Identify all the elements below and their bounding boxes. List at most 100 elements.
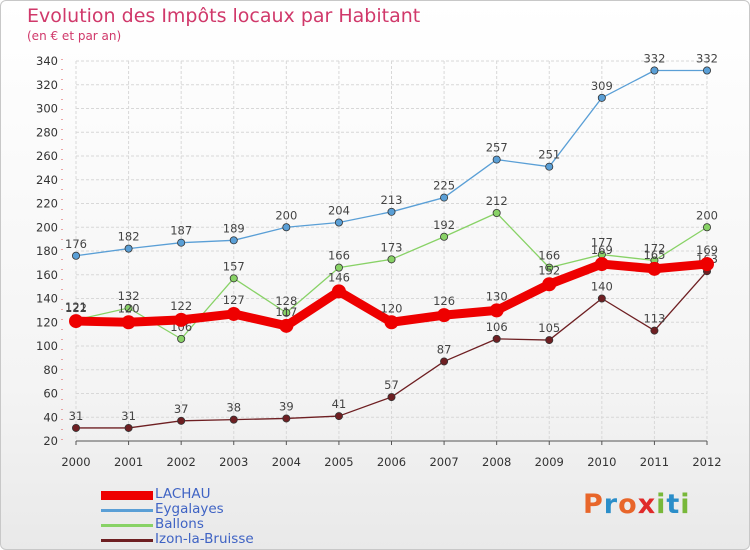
data-point-eygalayes	[177, 238, 186, 247]
data-point-izon-la-bruisse	[282, 414, 291, 423]
data-point-lachau	[121, 315, 136, 330]
x-tick-label-2006: 2006	[377, 455, 406, 469]
data-label-ballons: 132	[118, 289, 140, 303]
y-tick-label: 100	[36, 339, 58, 353]
x-tick-label-2009: 2009	[535, 455, 564, 469]
x-tick-label-2008: 2008	[482, 455, 511, 469]
legend-swatch-lachau	[101, 491, 153, 500]
x-tick-label-2003: 2003	[219, 455, 248, 469]
gridlines	[75, 60, 708, 442]
data-point-izon-la-bruisse	[124, 423, 133, 432]
series-izon-la-bruisse: 3131373839415787106105140113163	[69, 252, 718, 432]
data-label-lachau: 117	[275, 305, 297, 319]
data-label-lachau: 130	[486, 289, 508, 303]
data-point-eygalayes	[124, 244, 133, 253]
data-point-izon-la-bruisse	[177, 416, 186, 425]
x-tick-label-2002: 2002	[167, 455, 196, 469]
data-point-lachau	[174, 312, 189, 327]
data-point-lachau	[594, 257, 609, 272]
logo-letter: o	[618, 489, 638, 520]
data-label-ballons: 122	[65, 301, 87, 315]
legend-item-izon-la-bruisse: Izon-la-Bruisse	[101, 531, 301, 548]
series-lachau: 121 120 122 127 117 146 120 126 130 152 169 165 169	[65, 243, 718, 333]
data-point-lachau	[437, 308, 452, 323]
data-label-eygalayes: 251	[538, 148, 560, 162]
data-point-ballons	[229, 274, 238, 283]
logo-letter: x	[637, 489, 657, 520]
data-label-lachau: 120	[381, 301, 403, 315]
data-point-lachau	[226, 306, 241, 321]
data-point-lachau	[489, 303, 504, 318]
data-label-izon-la-bruisse: 113	[643, 312, 665, 326]
data-label-ballons: 128	[275, 294, 297, 308]
data-point-eygalayes	[440, 193, 449, 202]
legend: LACHAU Eygalayes Ballons Izon-la-Bruisse	[101, 487, 301, 548]
data-point-eygalayes	[703, 66, 712, 75]
data-label-ballons: 166	[328, 249, 350, 263]
data-point-lachau	[700, 257, 714, 272]
data-label-lachau: 169	[696, 243, 718, 257]
legend-label-eygalayes: Eygalayes	[155, 501, 224, 517]
data-label-eygalayes: 200	[275, 208, 297, 222]
data-label-lachau: 120	[118, 301, 140, 315]
data-point-lachau	[69, 314, 83, 329]
data-label-eygalayes: 176	[65, 237, 87, 251]
data-point-eygalayes	[387, 207, 396, 216]
y-tick-label: 80	[43, 363, 58, 377]
data-label-ballons: 157	[223, 259, 245, 273]
x-tick-label-2000: 2000	[61, 455, 90, 469]
logo-letter: t	[666, 489, 681, 520]
series-line-izon-la-bruisse	[75, 270, 708, 429]
data-point-izon-la-bruisse	[334, 412, 343, 421]
data-point-eygalayes	[545, 162, 554, 171]
y-tick-label: 320	[36, 78, 58, 92]
data-label-eygalayes: 182	[118, 230, 140, 244]
data-point-lachau	[542, 277, 557, 292]
data-label-lachau: 146	[328, 270, 350, 284]
chart-title: Evolution des Impôts locaux par Habitant	[27, 5, 421, 27]
data-label-lachau: 121	[65, 300, 87, 314]
data-point-ballons	[282, 308, 291, 317]
logo-letter: r	[603, 489, 619, 520]
data-point-ballons	[703, 223, 712, 232]
data-label-ballons: 166	[538, 249, 560, 263]
y-tick-label: 20	[43, 434, 58, 448]
x-tick-label-2012: 2012	[692, 455, 721, 469]
data-label-izon-la-bruisse: 57	[384, 378, 399, 392]
data-point-izon-la-bruisse	[72, 423, 81, 432]
data-label-lachau: 122	[170, 299, 192, 313]
data-point-eygalayes	[229, 236, 238, 245]
data-point-izon-la-bruisse	[387, 393, 396, 402]
data-label-izon-la-bruisse: 38	[226, 401, 241, 415]
data-label-ballons: 192	[433, 218, 455, 232]
y-tick-label: 60	[43, 387, 58, 401]
data-label-eygalayes: 257	[486, 141, 508, 155]
y-tick-label: 160	[36, 268, 58, 282]
data-label-eygalayes: 225	[433, 179, 455, 193]
y-tick-label: 300	[36, 102, 58, 116]
data-label-eygalayes: 187	[170, 224, 192, 238]
data-point-ballons	[177, 334, 186, 343]
logo-letter: i	[656, 489, 667, 520]
data-label-izon-la-bruisse: 41	[332, 397, 347, 411]
data-label-ballons: 212	[486, 194, 508, 208]
x-tick-label-2011: 2011	[640, 455, 669, 469]
data-point-izon-la-bruisse	[545, 336, 554, 345]
legend-label-izon-la-bruisse: Izon-la-Bruisse	[155, 531, 254, 547]
data-label-eygalayes: 332	[696, 52, 718, 66]
data-point-izon-la-bruisse	[597, 294, 606, 303]
data-point-eygalayes	[492, 155, 501, 164]
data-point-izon-la-bruisse	[492, 334, 501, 343]
data-label-eygalayes: 204	[328, 204, 350, 218]
data-label-izon-la-bruisse: 87	[437, 342, 452, 356]
data-label-izon-la-bruisse: 39	[279, 399, 294, 413]
y-tick-label: 340	[36, 54, 58, 68]
data-label-izon-la-bruisse: 31	[69, 409, 84, 423]
data-label-eygalayes: 213	[381, 193, 403, 207]
data-label-lachau: 126	[433, 294, 455, 308]
data-label-izon-la-bruisse: 140	[591, 280, 613, 294]
data-point-ballons	[440, 232, 449, 241]
data-point-eygalayes	[334, 218, 343, 227]
